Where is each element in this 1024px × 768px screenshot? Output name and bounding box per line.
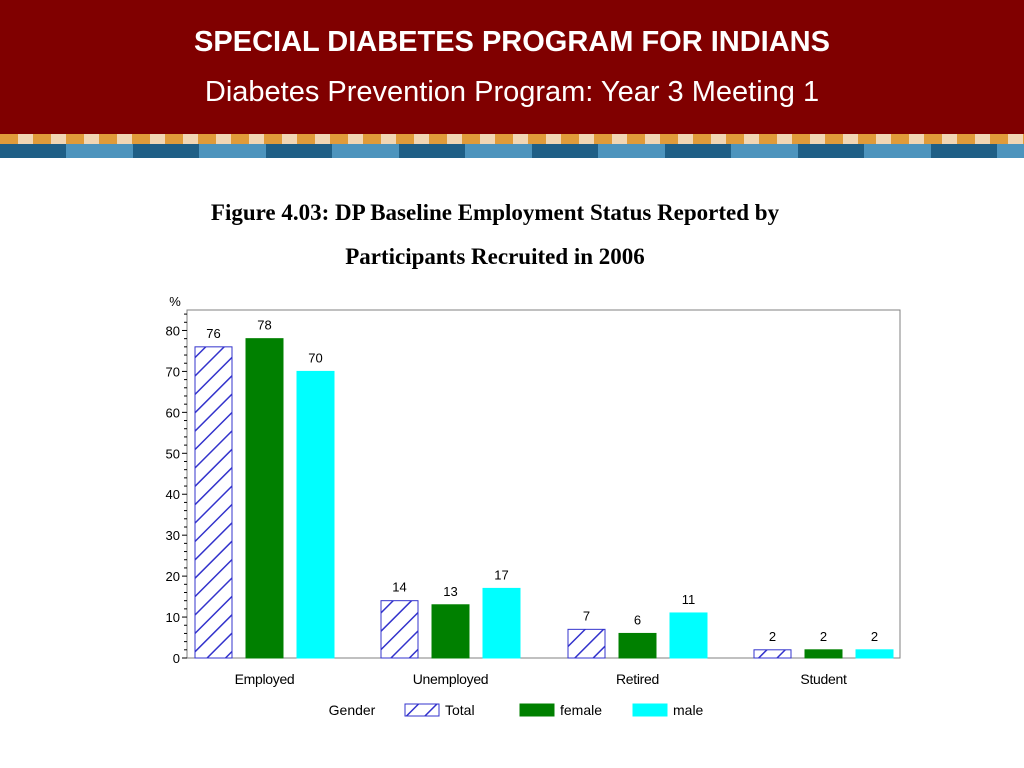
bar-male-unemployed (482, 587, 521, 659)
x-category-label: Retired (616, 671, 659, 687)
data-label: 7 (583, 608, 590, 623)
x-category-label: Unemployed (413, 671, 489, 687)
y-tick-label: 80 (166, 323, 180, 338)
plot-frame (186, 309, 901, 659)
bar-male-student (855, 649, 894, 659)
decorative-stripe-top (0, 134, 1024, 144)
x-category-label: Student (800, 671, 847, 687)
decorative-stripe-bottom (0, 144, 1024, 158)
y-tick-label: 10 (166, 610, 180, 625)
bar-female-unemployed (431, 604, 470, 659)
y-tick-label: 50 (166, 446, 180, 461)
legend-swatch-female (519, 703, 555, 717)
y-axis-label: % (169, 294, 181, 309)
figure-title-line1: Figure 4.03: DP Baseline Employment Stat… (210, 200, 780, 225)
y-tick-label: 40 (166, 487, 180, 502)
y-tick-label: 60 (166, 405, 180, 420)
data-label: 6 (634, 612, 641, 627)
legend-swatch-male (632, 703, 668, 717)
legend-title: Gender (329, 702, 376, 718)
bar-total-employed (194, 346, 233, 659)
header-banner: SPECIAL DIABETES PROGRAM FOR INDIANS Dia… (0, 0, 1024, 134)
data-label: 11 (682, 592, 696, 607)
bar-male-retired (669, 612, 708, 659)
bar-female-retired (618, 632, 657, 659)
bar-total-student (753, 649, 792, 659)
data-label: 13 (443, 584, 457, 599)
legend-label-total: Total (445, 702, 475, 718)
data-label: 14 (392, 580, 406, 595)
legend-swatch-total (404, 703, 440, 717)
bar-male-employed (296, 370, 335, 659)
data-label: 2 (769, 629, 776, 644)
data-label: 76 (206, 326, 220, 341)
presentation-title: SPECIAL DIABETES PROGRAM FOR INDIANS (194, 26, 830, 58)
bar-female-employed (245, 338, 284, 659)
data-label: 70 (308, 350, 322, 365)
y-tick-label: 20 (166, 569, 180, 584)
legend-label-male: male (673, 702, 704, 718)
bar-total-retired (567, 628, 606, 659)
y-tick-label: 70 (166, 364, 180, 379)
data-label: 17 (494, 567, 508, 582)
x-category-label: Employed (235, 671, 295, 687)
data-label: 2 (871, 629, 878, 644)
bar-female-student (804, 649, 843, 659)
data-label: 78 (257, 318, 271, 333)
y-tick-label: 0 (173, 651, 180, 666)
presentation-subtitle: Diabetes Prevention Program: Year 3 Meet… (204, 76, 820, 108)
y-tick-label: 30 (166, 528, 180, 543)
data-label: 2 (820, 629, 827, 644)
bar-total-unemployed (380, 600, 419, 659)
figure-title-line2: Participants Recruited in 2006 (345, 244, 645, 269)
legend-label-female: female (560, 702, 602, 718)
